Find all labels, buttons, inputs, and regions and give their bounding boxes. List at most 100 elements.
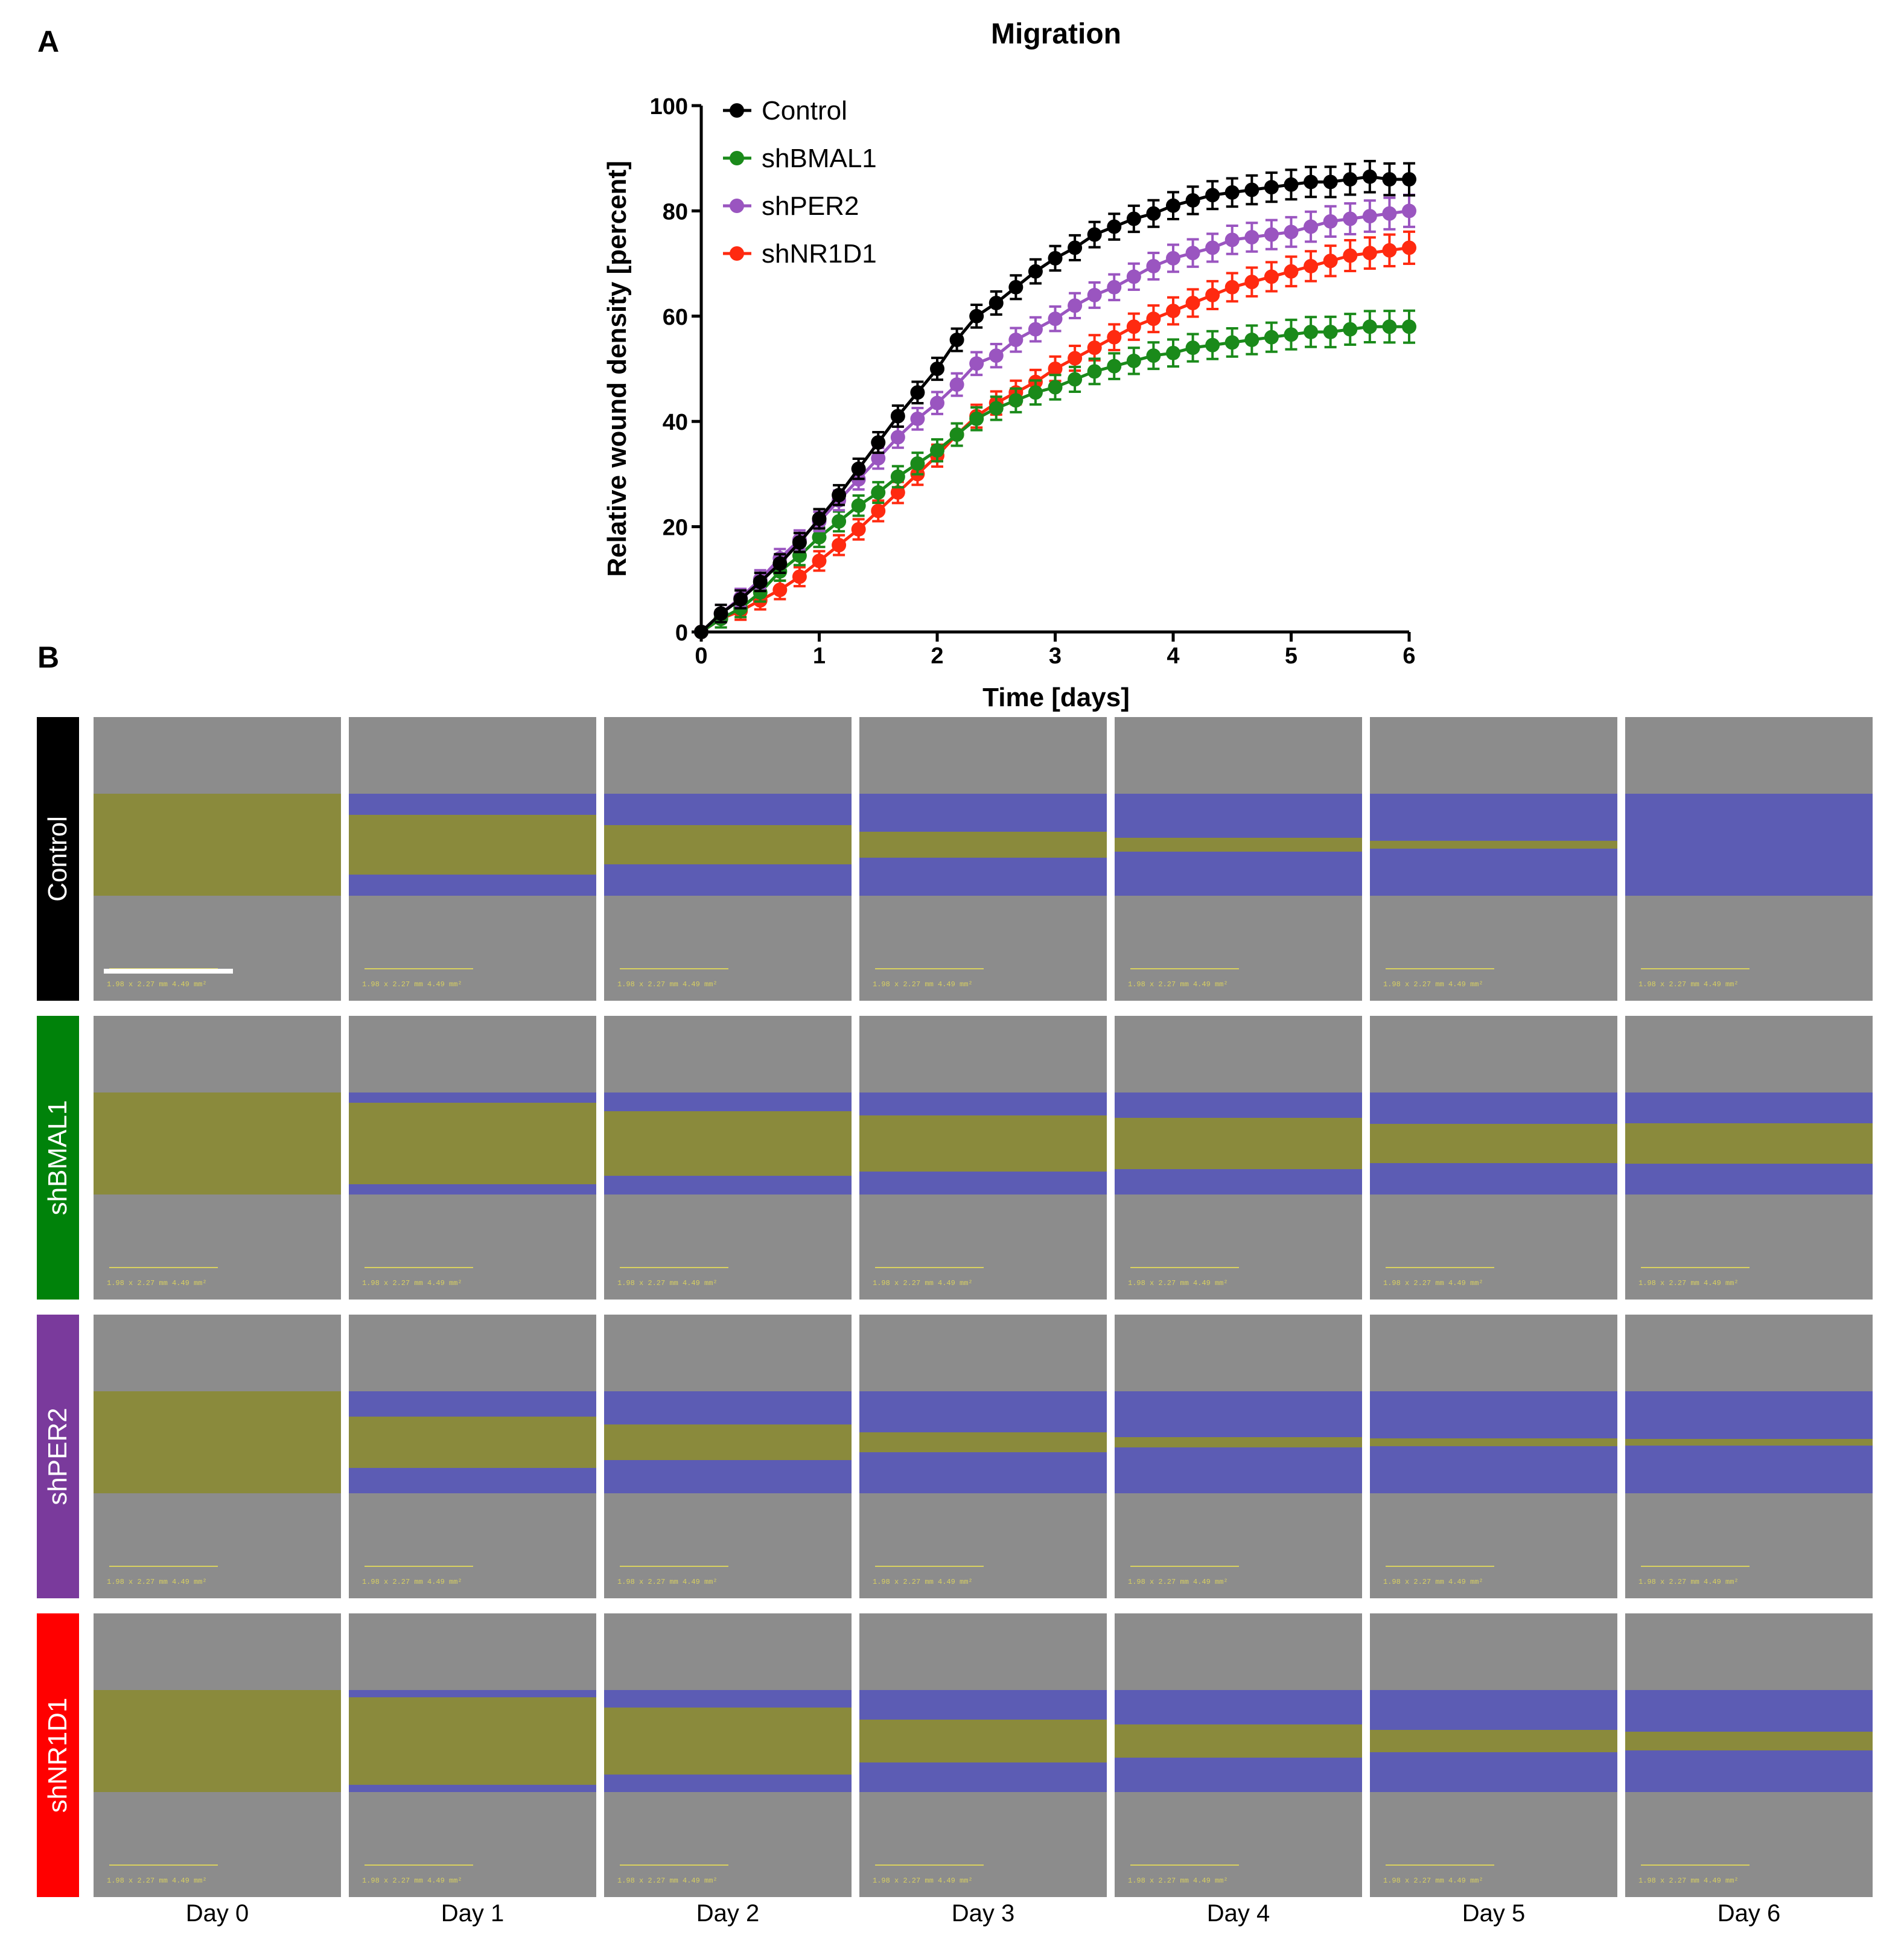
data-point-shPER2 [989,348,1004,363]
data-point-shBMAL1 [910,456,925,471]
data-point-shNR1D1 [792,569,807,584]
scale-line [620,1566,728,1567]
scale-text: 1.98 x 2.27 mm 4.49 mm² [617,1877,718,1885]
data-point-shBMAL1 [1205,337,1220,352]
wound-region [349,1102,596,1185]
row-label-text: shNR1D1 [43,1697,72,1813]
wound-region [1370,1124,1617,1163]
wound-region [1370,840,1617,849]
data-point-shBMAL1 [1284,327,1299,342]
legend-label: shNR1D1 [762,239,877,269]
data-point-shPER2 [1284,225,1299,240]
scale-line [620,1267,728,1268]
scale-text: 1.98 x 2.27 mm 4.49 mm² [1383,1877,1483,1885]
data-point-shPER2 [969,356,984,371]
data-point-shPER2 [1146,258,1161,273]
wound-region [94,1092,341,1195]
data-point-shPER2 [1304,219,1319,234]
wound-image-tile: 1.98 x 2.27 mm 4.49 mm² [349,1613,596,1897]
data-point-shNR1D1 [1264,269,1279,284]
data-point-shNR1D1 [1087,340,1102,356]
legend-marker [730,103,744,118]
scale-text: 1.98 x 2.27 mm 4.49 mm² [873,1279,973,1287]
data-point-shNR1D1 [1068,351,1083,366]
data-point-Control [949,333,964,348]
scale-line [365,1864,473,1866]
data-point-Control [832,488,847,503]
wound-region [1370,1729,1617,1753]
wound-region [94,793,341,896]
data-point-shNR1D1 [1185,296,1200,310]
row-label-shBMAL1: shBMAL1 [37,1016,79,1300]
data-point-shPER2 [1048,311,1063,327]
wound-image-tile: 1.98 x 2.27 mm 4.49 mm² [1115,1315,1362,1598]
data-point-Control [694,625,708,639]
scale-line [1130,1566,1239,1567]
wound-region [604,1111,852,1176]
data-point-shPER2 [1264,227,1279,242]
x-tick-label: 4 [1167,643,1179,669]
wound-image-tile: 1.98 x 2.27 mm 4.49 mm² [349,717,596,1001]
data-point-shNR1D1 [890,485,905,500]
y-tick-label: 60 [663,305,688,330]
scale-text: 1.98 x 2.27 mm 4.49 mm² [1638,1578,1739,1586]
wound-region [1115,1437,1362,1447]
chart-title: Migration [991,18,1121,50]
wound-region [1115,1118,1362,1169]
legend-label: Control [762,96,847,126]
data-point-Control [871,435,886,450]
scale-line [1130,968,1239,969]
scale-text: 1.98 x 2.27 mm 4.49 mm² [362,1578,462,1586]
wound-image-tile: 1.98 x 2.27 mm 4.49 mm² [1625,1613,1873,1897]
data-point-Control [1048,250,1063,266]
wound-image-tile: 1.98 x 2.27 mm 4.49 mm² [1625,1016,1873,1300]
scale-line [1130,1267,1239,1268]
scale-line [365,1566,473,1567]
data-point-Control [1224,185,1240,200]
data-point-Control [792,535,807,550]
wound-image-tile: 1.98 x 2.27 mm 4.49 mm² [349,1315,596,1598]
scale-text: 1.98 x 2.27 mm 4.49 mm² [362,1877,462,1885]
wound-region [859,1115,1107,1172]
scale-line [1386,1566,1494,1567]
wound-region [859,831,1107,858]
data-point-shNR1D1 [1166,304,1180,319]
wound-region [604,1707,852,1775]
scale-text: 1.98 x 2.27 mm 4.49 mm² [617,1279,718,1287]
wound-image-tile: 1.98 x 2.27 mm 4.49 mm² [1625,1315,1873,1598]
data-point-shPER2 [1126,269,1141,284]
data-point-shNR1D1 [1205,287,1220,302]
data-point-shNR1D1 [832,538,847,553]
wound-region [1370,1438,1617,1447]
scale-line [109,1566,218,1567]
data-point-shBMAL1 [871,485,886,500]
row-label-Control: Control [37,717,79,1001]
data-point-shBMAL1 [851,498,866,513]
data-point-shPER2 [1028,322,1043,337]
row-label-shPER2: shPER2 [37,1315,79,1598]
data-point-Control [1166,198,1180,213]
scale-line [109,1864,218,1866]
data-point-shPER2 [1323,214,1338,229]
data-point-Control [713,606,728,621]
scale-line [1130,1864,1239,1866]
x-tick-label: 1 [813,643,826,669]
scale-line [365,1267,473,1268]
data-point-Control [1008,279,1024,295]
data-point-shPER2 [910,411,925,426]
data-point-shNR1D1 [1146,311,1161,327]
migration-chart: Migration 0 20 40 60 80 100 0 1 2 3 4 5 6 Time [days] R… [602,18,1416,712]
scale-text: 1.98 x 2.27 mm 4.49 mm² [1638,980,1739,989]
legend-label: shBMAL1 [762,144,877,173]
wound-region [349,1417,596,1468]
data-point-Control [1382,172,1397,187]
data-point-Control [1284,177,1299,192]
data-point-shBMAL1 [1146,348,1161,363]
scale-text: 1.98 x 2.27 mm 4.49 mm² [617,1578,718,1586]
data-point-shPER2 [1402,203,1416,218]
data-point-shNR1D1 [1107,330,1122,345]
data-point-shBMAL1 [1087,364,1102,379]
data-point-shNR1D1 [1343,248,1358,263]
scale-line [875,1864,984,1866]
data-point-shBMAL1 [1343,322,1358,337]
